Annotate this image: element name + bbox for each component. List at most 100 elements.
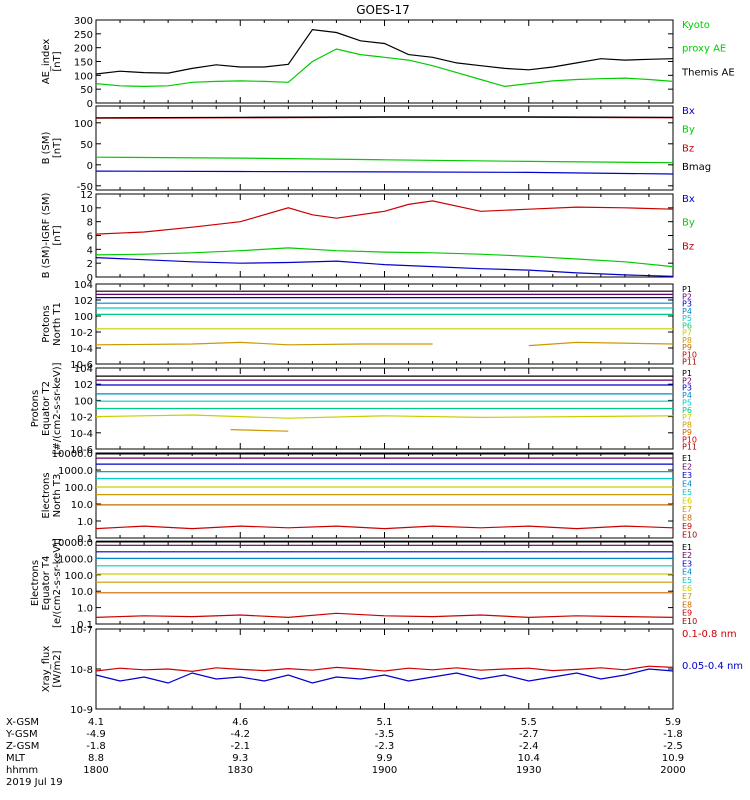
series-line-p8 xyxy=(230,429,289,432)
y-axis-label: North T3 xyxy=(52,474,63,518)
legend-entry: P11 xyxy=(682,358,697,367)
y-axis-label: Electrons xyxy=(30,560,41,606)
y-axis-label: [e/(cm2-s-sr-keV)] xyxy=(52,538,63,628)
y-tick-label: 102 xyxy=(74,380,93,391)
y-tick-label: -50 xyxy=(77,182,93,193)
y-tick-label: 104 xyxy=(74,280,93,291)
legend-entry: P7 xyxy=(682,329,692,338)
legend-entry: E10 xyxy=(682,531,697,540)
y-tick-label: 10-6 xyxy=(70,445,93,456)
series-line-bx xyxy=(95,170,674,175)
y-tick-label: 102 xyxy=(74,296,93,307)
legend-entry: E6 xyxy=(682,584,692,593)
x-axis-value: -3.5 xyxy=(375,729,395,740)
legend-entry: E3 xyxy=(682,471,692,480)
x-axis-row-label: MLT xyxy=(6,753,26,764)
x-axis-value: -2.5 xyxy=(663,741,683,752)
y-tick-label: 100.0 xyxy=(64,571,93,582)
legend-entry: 0.05-0.4 nm xyxy=(682,661,743,672)
y-axis-label: B (SM)-IGRF (SM) xyxy=(41,193,52,279)
legend-entry: P5 xyxy=(682,398,692,407)
legend-entry: E1 xyxy=(682,543,692,552)
x-axis-value: -4.2 xyxy=(230,729,250,740)
y-tick-label: 10-2 xyxy=(70,328,93,339)
x-axis-row-label: hhmm xyxy=(6,765,38,776)
panel-xray: 10-9 10-8 10-7 Xray_flux [W/m2] 0.1-0.8 nm 0.0… xyxy=(41,625,743,716)
y-tick-label: 1.0 xyxy=(77,604,93,615)
series-line-bx xyxy=(95,257,674,277)
legend-entry: P9 xyxy=(682,428,692,437)
x-axis-value: 5.5 xyxy=(521,717,537,728)
legend-entry: P8 xyxy=(682,336,692,345)
y-axis-label: Xray_flux xyxy=(41,646,52,693)
y-tick-label: 10000.0 xyxy=(52,449,93,460)
legend-entry: P2 xyxy=(682,376,692,385)
y-tick-label: 10-8 xyxy=(70,665,93,676)
legend-entry: Bx xyxy=(682,194,695,205)
y-tick-label: 0 xyxy=(87,161,93,172)
legend-entry: P7 xyxy=(682,413,692,422)
y-tick-label: 10.0 xyxy=(71,587,93,598)
legend-entry: Bmag xyxy=(682,162,711,173)
legend-entry: E2 xyxy=(682,551,692,560)
y-axis-label: Protons xyxy=(41,305,52,342)
y-axis-label: Equator T4 xyxy=(41,556,52,611)
panel-ee: 0.1 1.0 10.0 100.0 1000.0 10000.0 Electrons Equ… xyxy=(30,538,697,631)
y-tick-label: 50 xyxy=(80,140,93,151)
legend-entry: P3 xyxy=(682,384,692,393)
x-axis-value: 5.1 xyxy=(377,717,393,728)
y-tick-label: 10-4 xyxy=(70,429,93,440)
legend-entry: E3 xyxy=(682,559,692,568)
y-tick-label: 104 xyxy=(74,364,93,375)
y-axis-label: [nT] xyxy=(52,138,63,158)
y-tick-label: 0 xyxy=(87,273,93,284)
x-axis-row-label: Y-GSM xyxy=(5,729,38,740)
y-tick-label: 10-6 xyxy=(70,360,93,371)
y-axis-label: Equator T2 xyxy=(41,381,52,436)
y-tick-label: 10-9 xyxy=(70,705,93,716)
y-tick-label: 0.1 xyxy=(77,620,93,631)
y-axis-label: [nT] xyxy=(52,51,63,71)
y-tick-label: 4 xyxy=(87,245,93,256)
legend-entry: Bz xyxy=(682,241,694,252)
x-axis-value: -2.3 xyxy=(375,741,395,752)
series-line-p7 xyxy=(95,414,674,419)
legend-entry: E5 xyxy=(682,488,692,497)
x-axis-row-label: 2019 Jul 19 xyxy=(6,777,63,788)
panel-pn: 10-6 10-4 10-2 100 102 104 Protons North T1 P1P2… xyxy=(41,280,697,371)
legend-entry: P1 xyxy=(682,369,692,378)
y-tick-label: 0 xyxy=(87,99,93,110)
y-tick-label: 100 xyxy=(74,71,93,82)
y-tick-label: 100.0 xyxy=(64,483,93,494)
x-axis-value: 1900 xyxy=(372,765,397,776)
y-axis-label: B (SM) xyxy=(41,131,52,164)
chart-title: GOES-17 xyxy=(356,3,410,17)
legend-entry: 0.1-0.8 nm xyxy=(682,629,737,640)
y-axis-label: Electrons xyxy=(41,472,52,518)
x-axis-value: 9.9 xyxy=(377,753,393,764)
series-line-0-1-0-8-nm xyxy=(95,665,674,673)
legend-entry: Bx xyxy=(682,106,695,117)
legend-entry: P6 xyxy=(682,406,692,415)
legend-entry: Themis AE xyxy=(681,67,735,78)
series-line-0-05-0-4-nm xyxy=(95,668,674,684)
x-axis-row-label: X-GSM xyxy=(6,717,39,728)
series-line-e9 xyxy=(95,612,674,619)
legend-entry: E6 xyxy=(682,497,692,506)
legend-entry: By xyxy=(682,125,695,136)
x-axis-value: 1800 xyxy=(83,765,108,776)
x-axis-value: 4.1 xyxy=(88,717,104,728)
panel-bigrf: 0 2 4 6 8 10 12 B (SM)-IGRF (SM) [nT] Bx By Bz xyxy=(41,190,695,284)
y-axis-label: North T1 xyxy=(52,302,63,346)
x-axis-value: 8.8 xyxy=(88,753,104,764)
series-line-by xyxy=(95,156,674,164)
y-axis-label: [W/m2] xyxy=(52,650,63,687)
panel-frame xyxy=(95,541,674,625)
y-tick-label: 10-7 xyxy=(70,625,93,636)
x-axis-value: 9.3 xyxy=(232,753,248,764)
x-axis-value: -2.7 xyxy=(519,729,539,740)
x-axis-value: 10.9 xyxy=(662,753,684,764)
x-axis-value: -1.8 xyxy=(663,729,683,740)
y-tick-label: 200 xyxy=(74,44,93,55)
y-tick-label: 12 xyxy=(80,190,93,201)
